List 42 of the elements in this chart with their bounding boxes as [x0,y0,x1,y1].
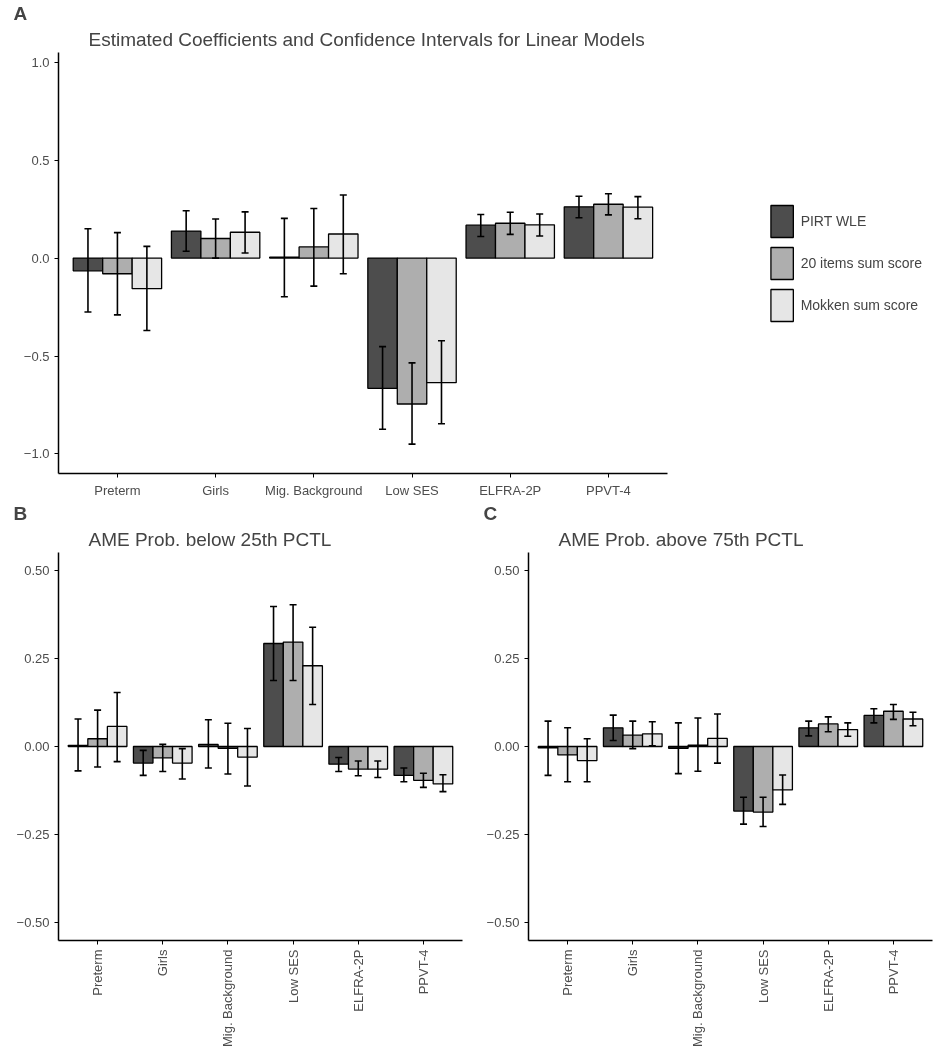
y-tick-label: 1.0 [31,54,50,70]
chart-title: AME Prob. above 75th PCTL [558,528,804,550]
y-tick-label: −1.0 [23,446,50,462]
x-tick-label: Mig. Background [265,482,363,498]
chart-title: AME Prob. below 25th PCTL [88,528,332,550]
chart-title: Estimated Coefficients and Confidence Intervals for Linear Models [88,28,645,50]
legend-label: Mokken sum score [800,296,919,313]
x-tick-label: Girls [155,949,171,977]
y-tick-label: 0.00 [494,739,520,754]
x-tick-label: Girls [202,482,230,498]
legend-label: 20 items sum score [800,254,922,271]
text: A [13,2,28,24]
y-tick-label: −0.5 [23,348,50,364]
x-tick-label: Low SES [755,949,771,1003]
x-tick-label: Mig. Background [220,949,236,1048]
y-tick-label: 0.0 [31,250,50,266]
y-tick-label: 0.50 [24,562,50,578]
x-tick-label: ELFRA-2P [479,482,542,498]
y-tick-label: 0.25 [24,650,50,666]
x-tick-label: ELFRA-2P [350,949,366,1012]
y-tick-label: −0.50 [16,915,50,931]
y-tick-label: −0.25 [486,827,520,843]
text: C [483,502,498,524]
y-tick-label: −0.50 [486,915,520,931]
y-tick-label: 0.5 [31,152,50,168]
text: B [13,502,28,524]
x-tick-label: PPVT-4 [586,482,631,498]
x-tick-label: Low SES [285,949,301,1003]
y-tick-label: 0.00 [24,739,50,754]
x-tick-label: Low SES [385,482,440,498]
x-tick-label: Girls [625,949,641,977]
y-tick-label: −0.25 [16,827,50,843]
y-tick-label: 0.25 [494,650,520,666]
legend-label: PIRT WLE [800,212,867,229]
x-tick-label: ELFRA-2P [820,949,836,1012]
x-tick-label: Preterm [90,949,106,996]
x-tick-label: Mig. Background [690,949,706,1048]
x-tick-label: PPVT-4 [885,949,901,995]
x-tick-label: PPVT-4 [415,949,431,995]
y-tick-label: 0.50 [494,562,520,578]
x-tick-label: Preterm [94,482,141,498]
x-tick-label: Preterm [560,949,576,996]
